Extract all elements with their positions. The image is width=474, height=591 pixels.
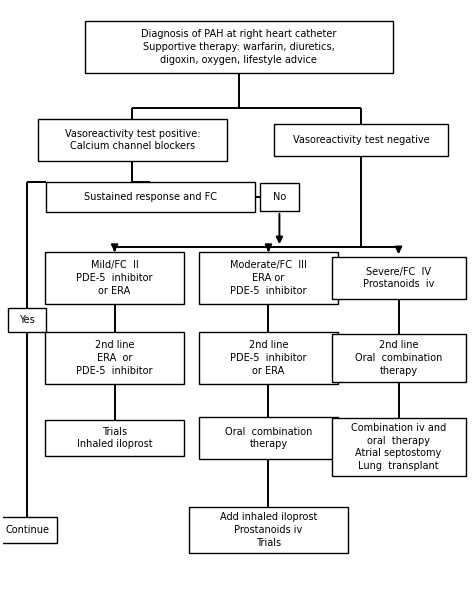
- Text: Moderate/FC  III
ERA or
PDE-5  inhibitor: Moderate/FC III ERA or PDE-5 inhibitor: [230, 260, 307, 296]
- Text: Oral  combination
therapy: Oral combination therapy: [225, 427, 312, 449]
- Text: Add inhaled iloprost
Prostanoids iv
Trials: Add inhaled iloprost Prostanoids iv Tria…: [220, 512, 317, 548]
- Bar: [189, 507, 348, 553]
- Text: 2nd line
PDE-5  inhibitor
or ERA: 2nd line PDE-5 inhibitor or ERA: [230, 340, 307, 376]
- Text: Vasoreactivity test negative: Vasoreactivity test negative: [292, 135, 429, 145]
- Text: Trials
Inhaled iloprost: Trials Inhaled iloprost: [77, 427, 153, 449]
- Bar: [85, 21, 392, 73]
- Text: Continue: Continue: [5, 525, 49, 535]
- Bar: [199, 332, 338, 384]
- Bar: [45, 420, 184, 456]
- Bar: [274, 124, 447, 156]
- Text: No: No: [273, 192, 286, 202]
- Text: Severe/FC  IV
Prostanoids  iv: Severe/FC IV Prostanoids iv: [363, 267, 434, 290]
- Bar: [199, 417, 338, 459]
- Text: Combination iv and
oral  therapy
Atrial septostomy
Lung  transplant: Combination iv and oral therapy Atrial s…: [351, 423, 446, 471]
- Text: Yes: Yes: [19, 315, 35, 325]
- Bar: [9, 308, 46, 332]
- Bar: [45, 332, 184, 384]
- Bar: [0, 517, 57, 543]
- Bar: [38, 119, 227, 161]
- Text: 2nd line
Oral  combination
therapy: 2nd line Oral combination therapy: [355, 340, 442, 376]
- Bar: [45, 252, 184, 304]
- Bar: [331, 257, 465, 299]
- Bar: [331, 418, 465, 476]
- Bar: [331, 334, 465, 382]
- Bar: [260, 183, 299, 211]
- Text: Sustained response and FC: Sustained response and FC: [84, 192, 217, 202]
- Text: 2nd line
ERA  or
PDE-5  inhibitor: 2nd line ERA or PDE-5 inhibitor: [76, 340, 153, 376]
- Text: Vasoreactivity test positive:
Calcium channel blockers: Vasoreactivity test positive: Calcium ch…: [65, 129, 200, 151]
- Bar: [46, 182, 255, 212]
- Text: Mild/FC  II
PDE-5  inhibitor
or ERA: Mild/FC II PDE-5 inhibitor or ERA: [76, 260, 153, 296]
- Text: Diagnosis of PAH at right heart catheter
Supportive therapy: warfarin, diuretics: Diagnosis of PAH at right heart catheter…: [141, 29, 337, 65]
- Bar: [199, 252, 338, 304]
